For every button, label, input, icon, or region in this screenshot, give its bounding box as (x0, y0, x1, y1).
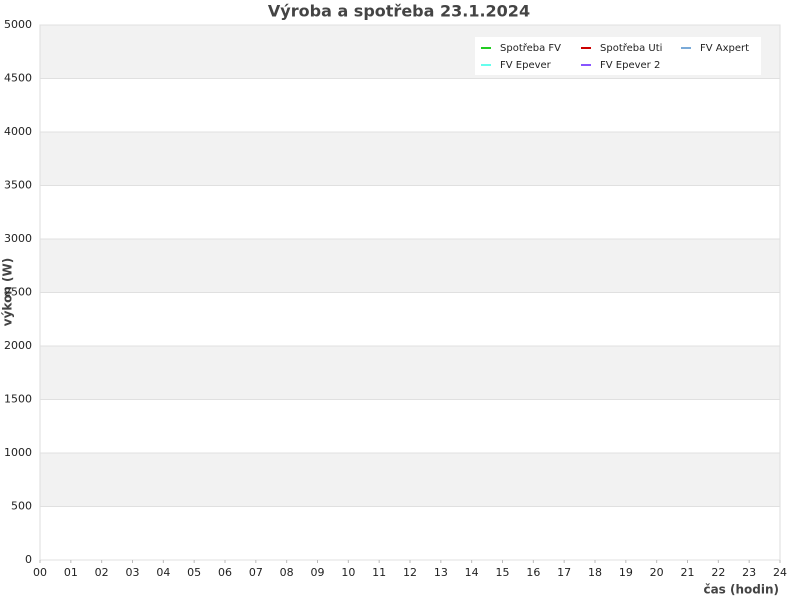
x-tick-label: 11 (372, 566, 386, 579)
y-tick-label: 1500 (4, 393, 32, 406)
x-tick-label: 05 (187, 566, 201, 579)
y-tick-label: 4000 (4, 125, 32, 138)
x-tick-label: 12 (403, 566, 417, 579)
x-tick-label: 00 (33, 566, 47, 579)
x-tick-label: 08 (280, 566, 294, 579)
legend-label: FV Epever (500, 60, 552, 71)
x-tick-label: 09 (311, 566, 325, 579)
x-tick-label: 04 (156, 566, 170, 579)
y-tick-label: 4500 (4, 72, 32, 85)
x-tick-label: 20 (650, 566, 664, 579)
x-tick-label: 06 (218, 566, 232, 579)
y-tick-label: 3000 (4, 232, 32, 245)
x-tick-label: 13 (434, 566, 448, 579)
y-tick-label: 1000 (4, 446, 32, 459)
x-tick-label: 02 (95, 566, 109, 579)
x-tick-label: 07 (249, 566, 263, 579)
x-tick-label: 22 (711, 566, 725, 579)
x-tick-label: 15 (496, 566, 510, 579)
y-tick-label: 2000 (4, 339, 32, 352)
x-tick-label: 19 (619, 566, 633, 579)
chart-title: Výroba a spotřeba 23.1.2024 (268, 2, 530, 21)
x-tick-label: 16 (526, 566, 540, 579)
y-tick-label: 500 (11, 500, 32, 513)
y-axis-label: výkon (W) (1, 258, 15, 326)
x-tick-label: 03 (126, 566, 140, 579)
grid-band (40, 453, 780, 507)
legend-label: FV Axpert (700, 43, 749, 54)
y-tick-label: 5000 (4, 18, 32, 31)
x-tick-label: 24 (773, 566, 787, 579)
x-tick-label: 10 (341, 566, 355, 579)
grid-band (40, 346, 780, 400)
x-tick-label: 23 (742, 566, 756, 579)
legend-box (475, 37, 761, 75)
grid-band (40, 132, 780, 186)
x-tick-label: 21 (681, 566, 695, 579)
x-tick-label: 17 (557, 566, 571, 579)
legend-label: Spotřeba Uti (600, 42, 662, 54)
y-tick-label: 0 (25, 553, 32, 566)
legend-label: Spotřeba FV (500, 42, 561, 54)
grid-band (40, 239, 780, 293)
legend-label: FV Epever 2 (600, 60, 660, 71)
x-tick-label: 18 (588, 566, 602, 579)
y-tick-label: 3500 (4, 179, 32, 192)
x-tick-label: 01 (64, 566, 78, 579)
y-tick-label: 2500 (4, 286, 32, 299)
x-axis-label: čas (hodin) (703, 583, 779, 597)
x-tick-label: 14 (465, 566, 479, 579)
